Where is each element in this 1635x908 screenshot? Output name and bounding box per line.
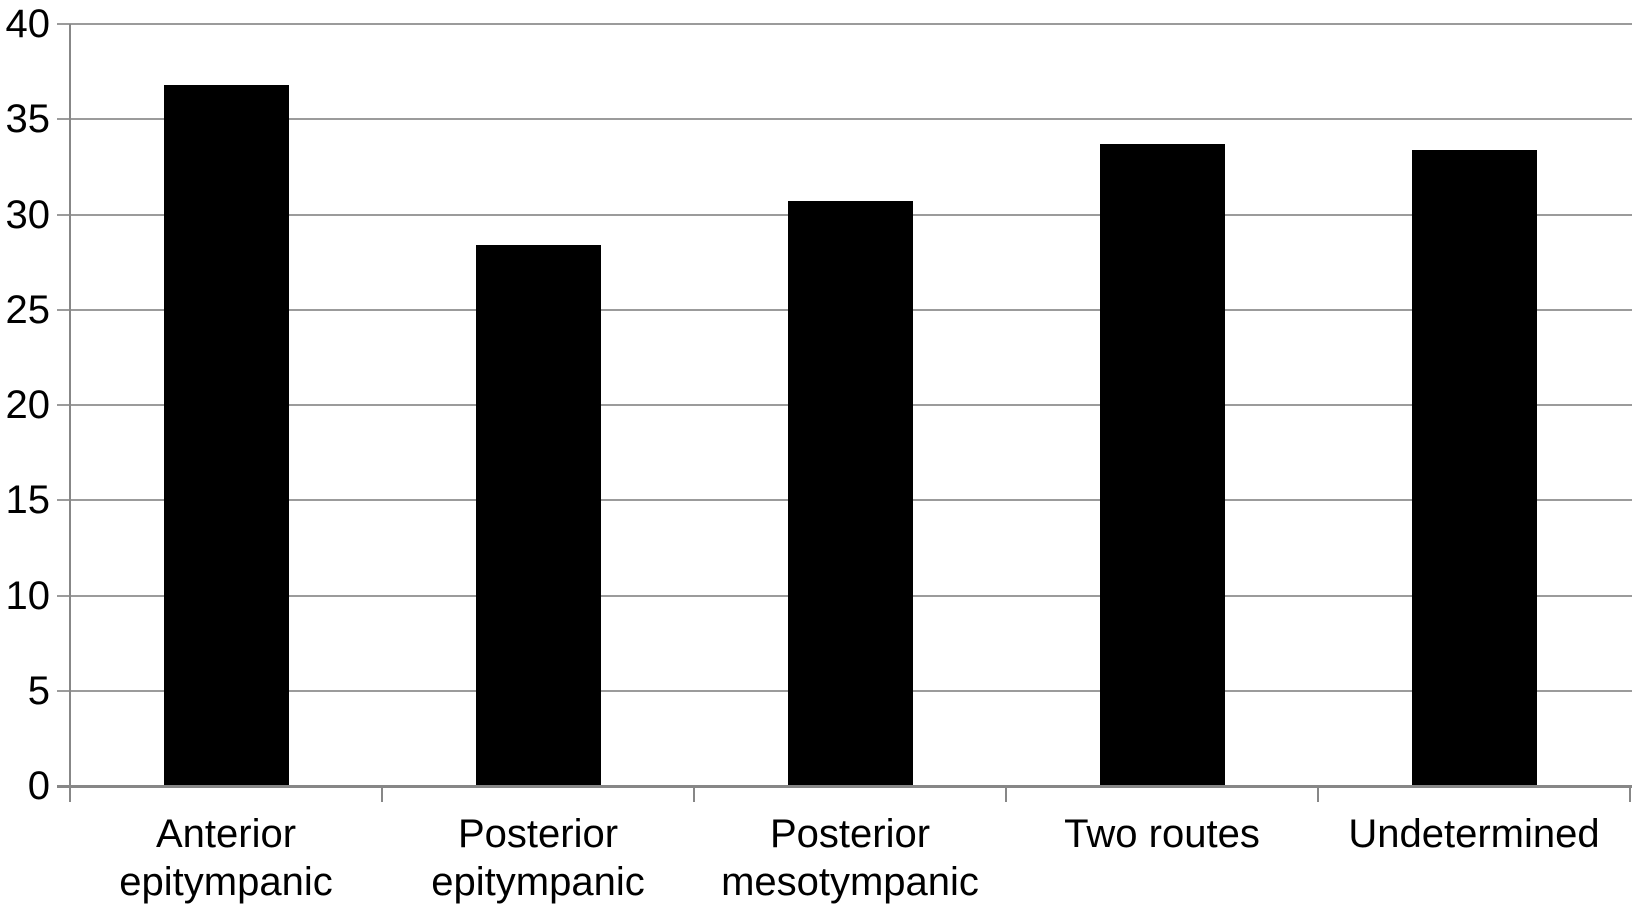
y-axis-tick-label: 25 bbox=[5, 287, 51, 332]
category-label-undetermined: Undetermined bbox=[1348, 812, 1600, 856]
x-axis-tick bbox=[69, 786, 71, 802]
x-axis-tick bbox=[1005, 786, 1007, 802]
bar-two-routes bbox=[1099, 144, 1225, 786]
y-axis-tick-label: 15 bbox=[5, 478, 51, 523]
x-axis-tick bbox=[1629, 786, 1631, 802]
y-axis-tick-label: 10 bbox=[5, 573, 51, 618]
y-axis-tick-label: 20 bbox=[5, 383, 51, 427]
bar-anterior-epitympanic bbox=[163, 84, 289, 786]
y-axis-tick-label: 40 bbox=[5, 2, 51, 46]
category-label-two-routes: Two routes bbox=[1064, 812, 1260, 856]
category-label-anterior-epitympanic: Anterior epitympanic bbox=[119, 812, 333, 904]
gridline-y-35 bbox=[57, 118, 1632, 121]
y-axis-line bbox=[69, 24, 71, 786]
y-axis-tick-label: 0 bbox=[27, 764, 50, 808]
y-axis-tick-label: 30 bbox=[5, 192, 51, 237]
x-axis-tick bbox=[693, 786, 695, 802]
category-label-posterior-mesotympanic: Posterior mesotympanic bbox=[721, 812, 979, 904]
bar-posterior-mesotympanic bbox=[787, 201, 913, 786]
x-axis-tick bbox=[1317, 786, 1319, 802]
category-label-posterior-epitympanic: Posterior epitympanic bbox=[431, 812, 645, 904]
y-axis-tick-label: 5 bbox=[27, 668, 50, 713]
bar-posterior-epitympanic bbox=[475, 244, 601, 786]
x-axis-line bbox=[57, 785, 1632, 788]
x-axis-tick bbox=[381, 786, 383, 802]
gridline-y-40 bbox=[57, 23, 1632, 25]
y-axis-tick-label: 35 bbox=[5, 97, 51, 142]
bar-undetermined bbox=[1411, 149, 1537, 786]
